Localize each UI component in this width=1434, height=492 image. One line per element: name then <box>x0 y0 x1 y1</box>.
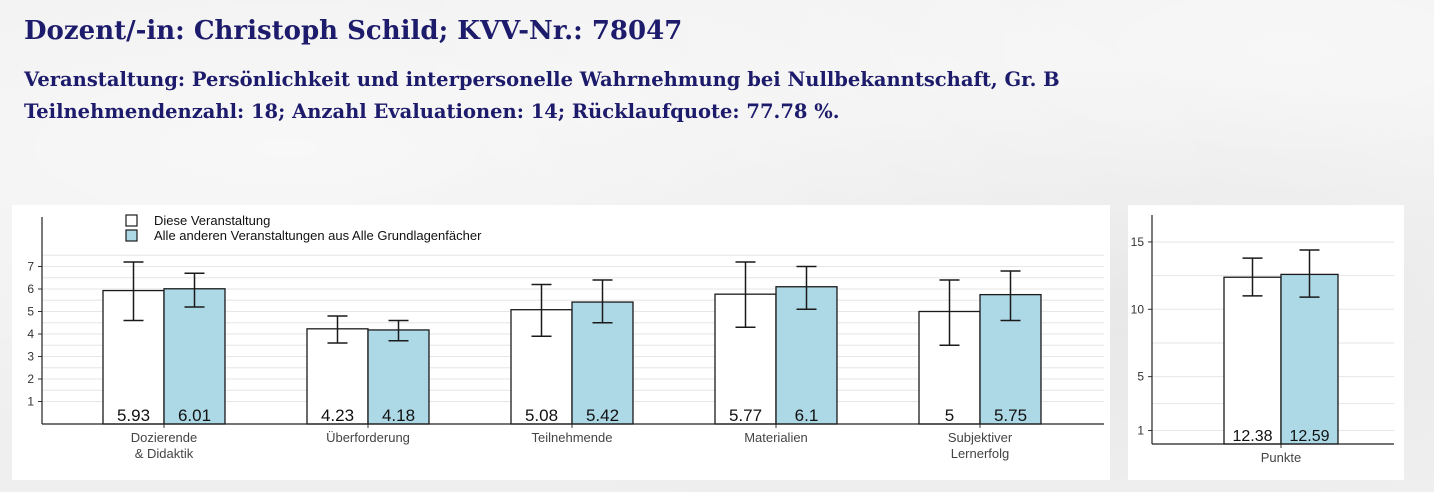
x-category-label-line: Lernerfolg <box>951 446 1010 461</box>
legend-label-this-course: Diese Veranstaltung <box>154 213 270 228</box>
category-bar-chart: 1 2 3 4 5 6 7 5.93 6.01 Dozierende & Didaktik 4.23 4… <box>27 213 1104 461</box>
y-tick-label: 5 <box>27 305 34 319</box>
bar-value-label: 4.18 <box>382 406 415 425</box>
x-category-label: Dozierende & Didaktik <box>131 430 198 461</box>
x-category-label: Überforderung <box>326 430 410 445</box>
x-category-label-line: Subjektiver <box>948 430 1013 445</box>
bar-value-label: 6.01 <box>178 406 211 425</box>
main-chart-panel: 1 2 3 4 5 6 7 5.93 6.01 Dozierende & Didaktik 4.23 4… <box>12 205 1110 480</box>
x-category-label-line: & Didaktik <box>135 446 194 461</box>
x-category-label-line: Punkte <box>1261 450 1301 465</box>
y-tick-label: 15 <box>1131 235 1145 249</box>
y-tick-label: 4 <box>27 327 34 341</box>
points-chart-panel: 1 5 10 15 12.38 12.59 Punkte <box>1128 205 1404 480</box>
bar-value-label: 5.42 <box>586 406 619 425</box>
x-category-label-line: Teilnehmende <box>532 430 613 445</box>
lecturer-title: Dozent/-in: Christoph Schild; KVV-Nr.: 7… <box>24 16 683 46</box>
bar-value-label: 4.23 <box>321 406 354 425</box>
bar-value-label: 5 <box>945 406 954 425</box>
x-category-label: Materialien <box>744 430 808 445</box>
legend-swatch-this-course <box>125 214 138 227</box>
report-header: Dozent/-in: Christoph Schild; KVV-Nr.: 7… <box>24 12 1060 128</box>
y-tick-label: 10 <box>1131 302 1145 316</box>
bar-value-label: 5.93 <box>117 406 150 425</box>
y-tick-label: 6 <box>27 282 34 296</box>
x-category-label-line: Materialien <box>744 430 808 445</box>
bar-value-label: 12.59 <box>1289 428 1329 445</box>
bar-other-courses <box>163 288 226 425</box>
x-category-label: Subjektiver Lernerfolg <box>948 430 1013 461</box>
bar-value-label: 5.77 <box>729 406 762 425</box>
legend-swatch-other-courses <box>125 229 138 242</box>
y-tick-label: 2 <box>27 372 34 386</box>
bar-this-course <box>1223 276 1282 445</box>
bar-value-label: 5.75 <box>994 406 1027 425</box>
bar-value-label: 5.08 <box>525 406 558 425</box>
y-tick-label: 1 <box>1137 424 1144 438</box>
x-category-label-line: Dozierende <box>131 430 198 445</box>
stats-line: Teilnehmendenzahl: 18; Anzahl Evaluation… <box>24 100 840 123</box>
y-tick-label: 1 <box>27 395 34 409</box>
x-category-label: Punkte <box>1261 450 1301 465</box>
y-tick-label: 3 <box>27 350 34 364</box>
course-line: Veranstaltung: Persönlichkeit und interp… <box>24 68 1060 91</box>
bar-value-label: 12.38 <box>1232 428 1272 445</box>
x-category-label-line: Überforderung <box>326 430 410 445</box>
x-category-label: Teilnehmende <box>532 430 613 445</box>
y-tick-label: 7 <box>27 260 34 274</box>
bar-other-courses <box>367 329 430 425</box>
y-tick-label: 5 <box>1137 370 1144 384</box>
bar-value-label: 6.1 <box>795 406 819 425</box>
bar-other-courses <box>1280 273 1339 445</box>
legend-label-other-courses: Alle anderen Veranstaltungen aus Alle Gr… <box>154 228 482 243</box>
